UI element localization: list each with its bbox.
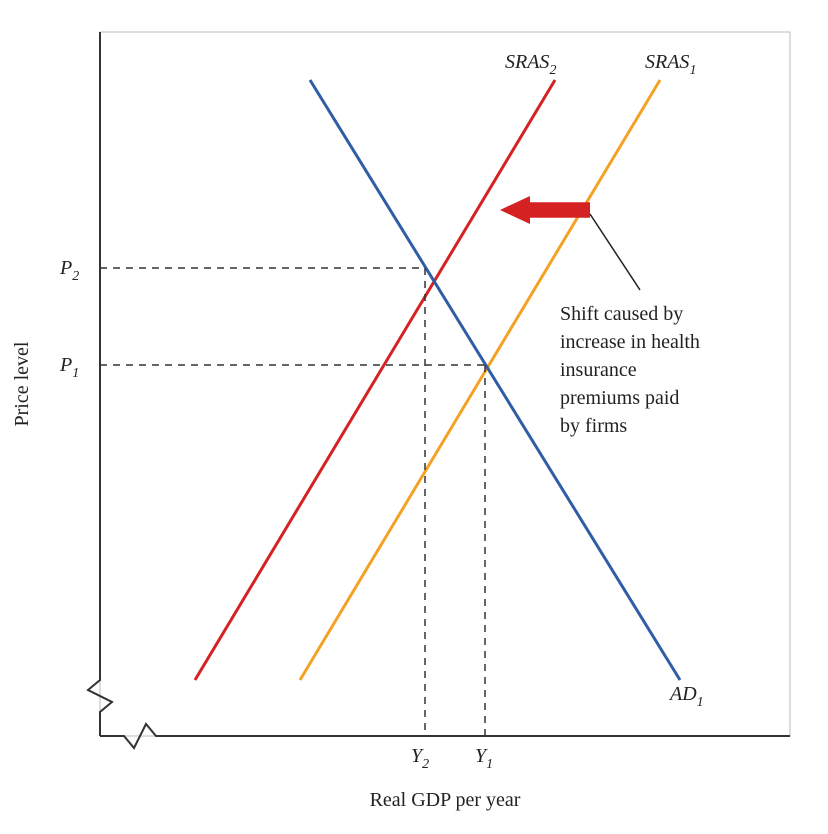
annotation-line: premiums paid [560,387,679,409]
y-axis-label: Price level [11,341,33,426]
x-axis-label: Real GDP per year [370,789,521,811]
annotation-line: Shift caused by [560,303,683,325]
y-axis [88,32,112,736]
y2-label: Y2 [411,745,429,772]
annotation-line: increase in health [560,331,700,353]
SRAS2-curve [195,80,555,680]
sras-shift-chart: SRAS2 SRAS1 AD1 P2 P1 Y2 Y1 Shift caused by incr… [0,0,828,834]
annotation-line: by firms [560,415,627,437]
p2-label: P2 [59,257,79,284]
annotation-leader [590,214,640,290]
sras1-label: SRAS1 [645,51,696,78]
p1-label: P1 [59,354,79,381]
x-axis [100,724,790,748]
ad1-label: AD1 [668,683,704,710]
annotation-line: insurance [560,359,637,381]
y1-label: Y1 [475,745,493,772]
sras2-label: SRAS2 [505,51,556,78]
